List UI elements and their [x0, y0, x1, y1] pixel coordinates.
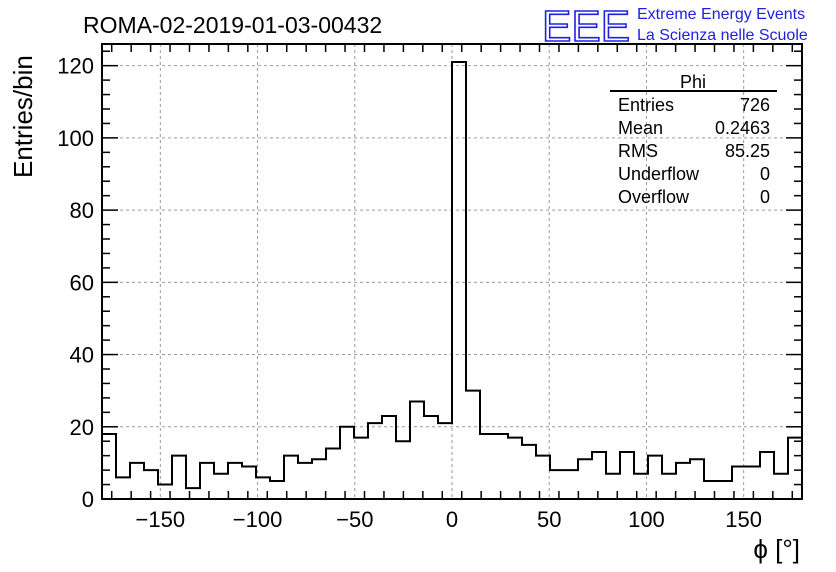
x-tick-labels: −150 −100 −50 0 50 100 150 [136, 507, 762, 532]
x-tick-label: 150 [725, 507, 762, 532]
stats-row-value: 0 [760, 187, 770, 207]
y-tick-label: 80 [70, 198, 94, 223]
x-tick-label: −150 [136, 507, 186, 532]
eee-logo-line1: Extreme Energy Events [637, 6, 805, 23]
stats-row-label: Entries [618, 95, 674, 115]
chart-title: ROMA-02-2019-01-03-00432 [83, 12, 382, 38]
y-tick-label: 60 [70, 270, 94, 295]
stats-header: Phi [680, 72, 706, 92]
x-tick-label: −50 [336, 507, 373, 532]
histogram-outline [101, 61, 803, 499]
x-tick-label: 0 [446, 507, 458, 532]
x-tick-label: −100 [233, 507, 283, 532]
x-tick-label: 50 [537, 507, 561, 532]
plot-frame [101, 43, 803, 500]
stats-row-value: 0.2463 [715, 118, 770, 138]
y-tick-label: 40 [70, 343, 94, 368]
stats-row-label: Mean [618, 118, 663, 138]
y-tick-label: 20 [70, 415, 94, 440]
axis-ticks [102, 44, 802, 500]
stats-box: Phi Entries 726 Mean 0.2463 RMS 85.25 Underflo… [610, 72, 777, 207]
x-axis-label: ϕ [°] [753, 534, 800, 564]
stats-row-value: 85.25 [725, 141, 770, 161]
y-tick-label: 0 [82, 487, 94, 512]
stats-row-label: Underflow [618, 164, 700, 184]
stats-row-label: RMS [618, 141, 658, 161]
stats-row-value: 0 [760, 164, 770, 184]
x-tick-label: 100 [628, 507, 665, 532]
eee-logo-line2: La Scienza nelle Scuole [637, 27, 808, 44]
y-tick-label: 100 [57, 126, 94, 151]
stats-row-label: Overflow [618, 187, 690, 207]
eee-logo-mark: EEE [542, 2, 630, 51]
y-axis-label: Entries/bin [8, 55, 38, 178]
y-tick-label: 120 [57, 54, 94, 79]
y-tick-labels: 0 20 40 60 80 100 120 [57, 54, 94, 512]
stats-row-value: 726 [740, 95, 770, 115]
